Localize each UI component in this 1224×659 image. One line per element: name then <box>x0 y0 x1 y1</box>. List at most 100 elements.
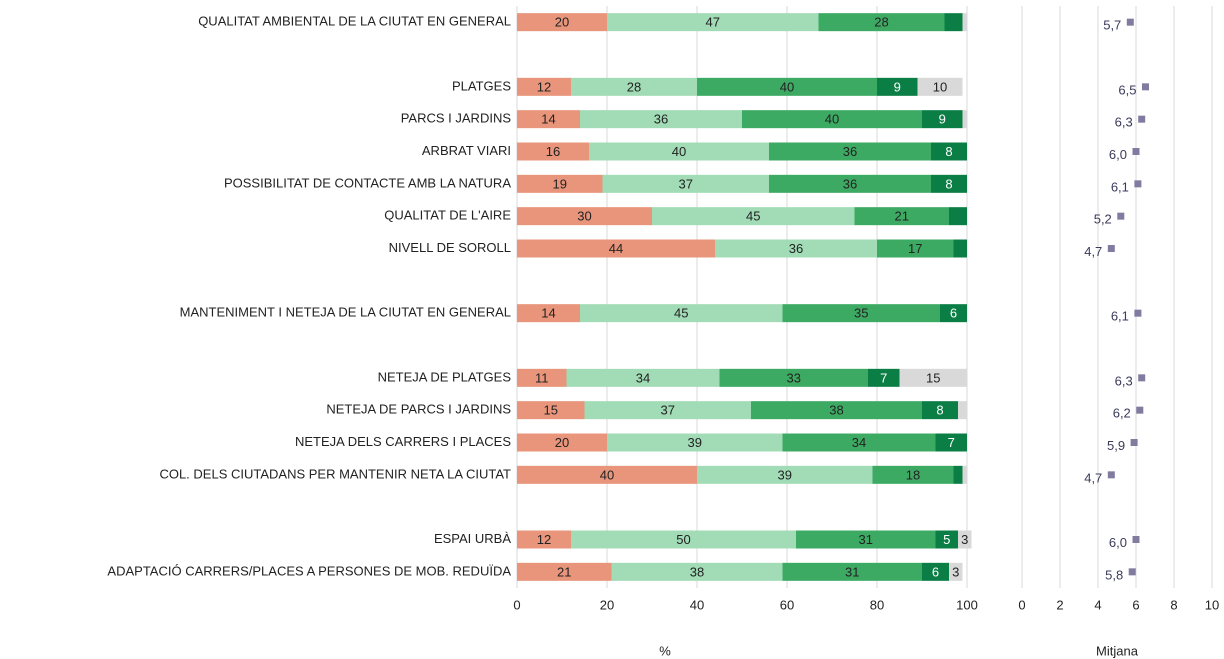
dot-marker <box>1107 245 1115 252</box>
data-label: 40 <box>780 79 794 94</box>
x-axis-label: % <box>659 643 671 658</box>
dot-marker <box>1128 568 1136 576</box>
x-tick-label: 2 <box>1056 597 1063 612</box>
bar-segment <box>517 142 589 161</box>
data-label: 6,0 <box>1109 147 1127 162</box>
bar-segment <box>872 465 954 484</box>
bar-segment <box>958 530 972 549</box>
data-label: 31 <box>845 564 859 579</box>
data-label: 36 <box>843 176 857 191</box>
bar-segment <box>769 174 931 193</box>
x-axis-label: Mitjana <box>1096 643 1139 658</box>
data-label: 38 <box>829 403 843 418</box>
data-label: 9 <box>894 79 901 94</box>
data-label: 5,7 <box>1103 18 1121 33</box>
category-label: QUALITAT AMBIENTAL DE LA CIUTAT EN GENER… <box>198 14 511 29</box>
bar-segment <box>517 77 571 96</box>
bar-segment <box>962 110 967 129</box>
bar-segment <box>517 13 607 32</box>
x-tick-label: 0 <box>513 597 520 612</box>
category-label: NIVELL DE SOROLL <box>389 240 511 255</box>
category-label: NETEJA DE PARCS I JARDINS <box>326 402 511 417</box>
bar-segment <box>877 239 954 258</box>
data-label: 50 <box>676 532 690 547</box>
bar-segment <box>953 465 963 484</box>
x-tick-label: 0 <box>1018 597 1025 612</box>
data-label: 4,7 <box>1084 470 1102 485</box>
data-label: 36 <box>654 112 668 127</box>
x-tick-label: 100 <box>956 597 978 612</box>
bar-segment <box>611 562 783 581</box>
data-label: 14 <box>541 112 555 127</box>
bar-segment <box>607 13 819 32</box>
data-label: 18 <box>906 467 920 482</box>
bar-segment <box>580 110 742 129</box>
data-label: 14 <box>541 306 555 321</box>
x-tick-label: 8 <box>1170 597 1177 612</box>
bar-segment <box>517 174 603 193</box>
data-label: 6,2 <box>1113 406 1131 421</box>
data-label: 33 <box>787 370 801 385</box>
bar-segment <box>697 465 873 484</box>
bar-segment <box>602 174 769 193</box>
data-label: 34 <box>636 370 650 385</box>
x-tick-label: 6 <box>1132 597 1139 612</box>
x-tick-label: 20 <box>600 597 614 612</box>
data-label: 16 <box>546 144 560 159</box>
data-label: 38 <box>690 564 704 579</box>
bar-segment <box>769 142 931 161</box>
data-label: 40 <box>825 112 839 127</box>
dot-marker <box>1138 374 1146 382</box>
bar-segment <box>715 239 877 258</box>
category-label: ADAPTACIÓ CARRERS/PLACES A PERSONES DE M… <box>107 563 511 578</box>
bar-segment <box>818 13 945 32</box>
bar-segment <box>931 174 967 193</box>
data-label: 40 <box>672 144 686 159</box>
bar-segment <box>517 239 715 258</box>
x-tick-label: 60 <box>780 597 794 612</box>
data-label: 10 <box>933 79 947 94</box>
bar-segment <box>571 77 697 96</box>
data-label: 5,2 <box>1094 212 1112 227</box>
bar-segment <box>589 142 769 161</box>
dot-marker <box>1117 212 1125 220</box>
bar-segment <box>517 401 585 420</box>
bar-segment <box>742 110 922 129</box>
bar-segment <box>580 304 783 323</box>
data-label: 20 <box>555 435 569 450</box>
bar-segment <box>922 401 958 420</box>
bar-segment <box>517 368 567 387</box>
data-label: 6,0 <box>1109 535 1127 550</box>
bar-segment <box>517 465 697 484</box>
data-label: 11 <box>535 370 549 385</box>
bar-segment <box>958 401 967 420</box>
data-label: 44 <box>609 241 623 256</box>
bar-segment <box>796 530 936 549</box>
bar-segment <box>697 77 877 96</box>
bar-segment <box>868 368 900 387</box>
bar-segment <box>944 13 963 32</box>
bar-segment <box>922 562 949 581</box>
data-label: 3 <box>952 564 959 579</box>
data-label: 21 <box>895 209 909 224</box>
data-label: 6 <box>932 564 939 579</box>
dot-marker <box>1130 439 1138 446</box>
category-label: PARCS I JARDINS <box>401 111 512 126</box>
dot-marker <box>1138 115 1146 123</box>
bar-segment <box>962 465 967 484</box>
category-label: NETEJA DELS CARRERS I PLACES <box>295 434 511 449</box>
data-label: 28 <box>627 79 641 94</box>
dot-marker <box>1126 18 1134 26</box>
category-label: PLATGES <box>452 78 511 93</box>
bar-segment <box>782 562 922 581</box>
bar-segment <box>517 110 580 129</box>
bar-segment <box>953 239 967 258</box>
data-label: 36 <box>843 144 857 159</box>
bar-segment <box>940 304 967 323</box>
data-label: 8 <box>945 176 952 191</box>
bar-segment <box>931 142 967 161</box>
bar-segment <box>917 77 963 96</box>
data-label: 5,8 <box>1105 567 1123 582</box>
